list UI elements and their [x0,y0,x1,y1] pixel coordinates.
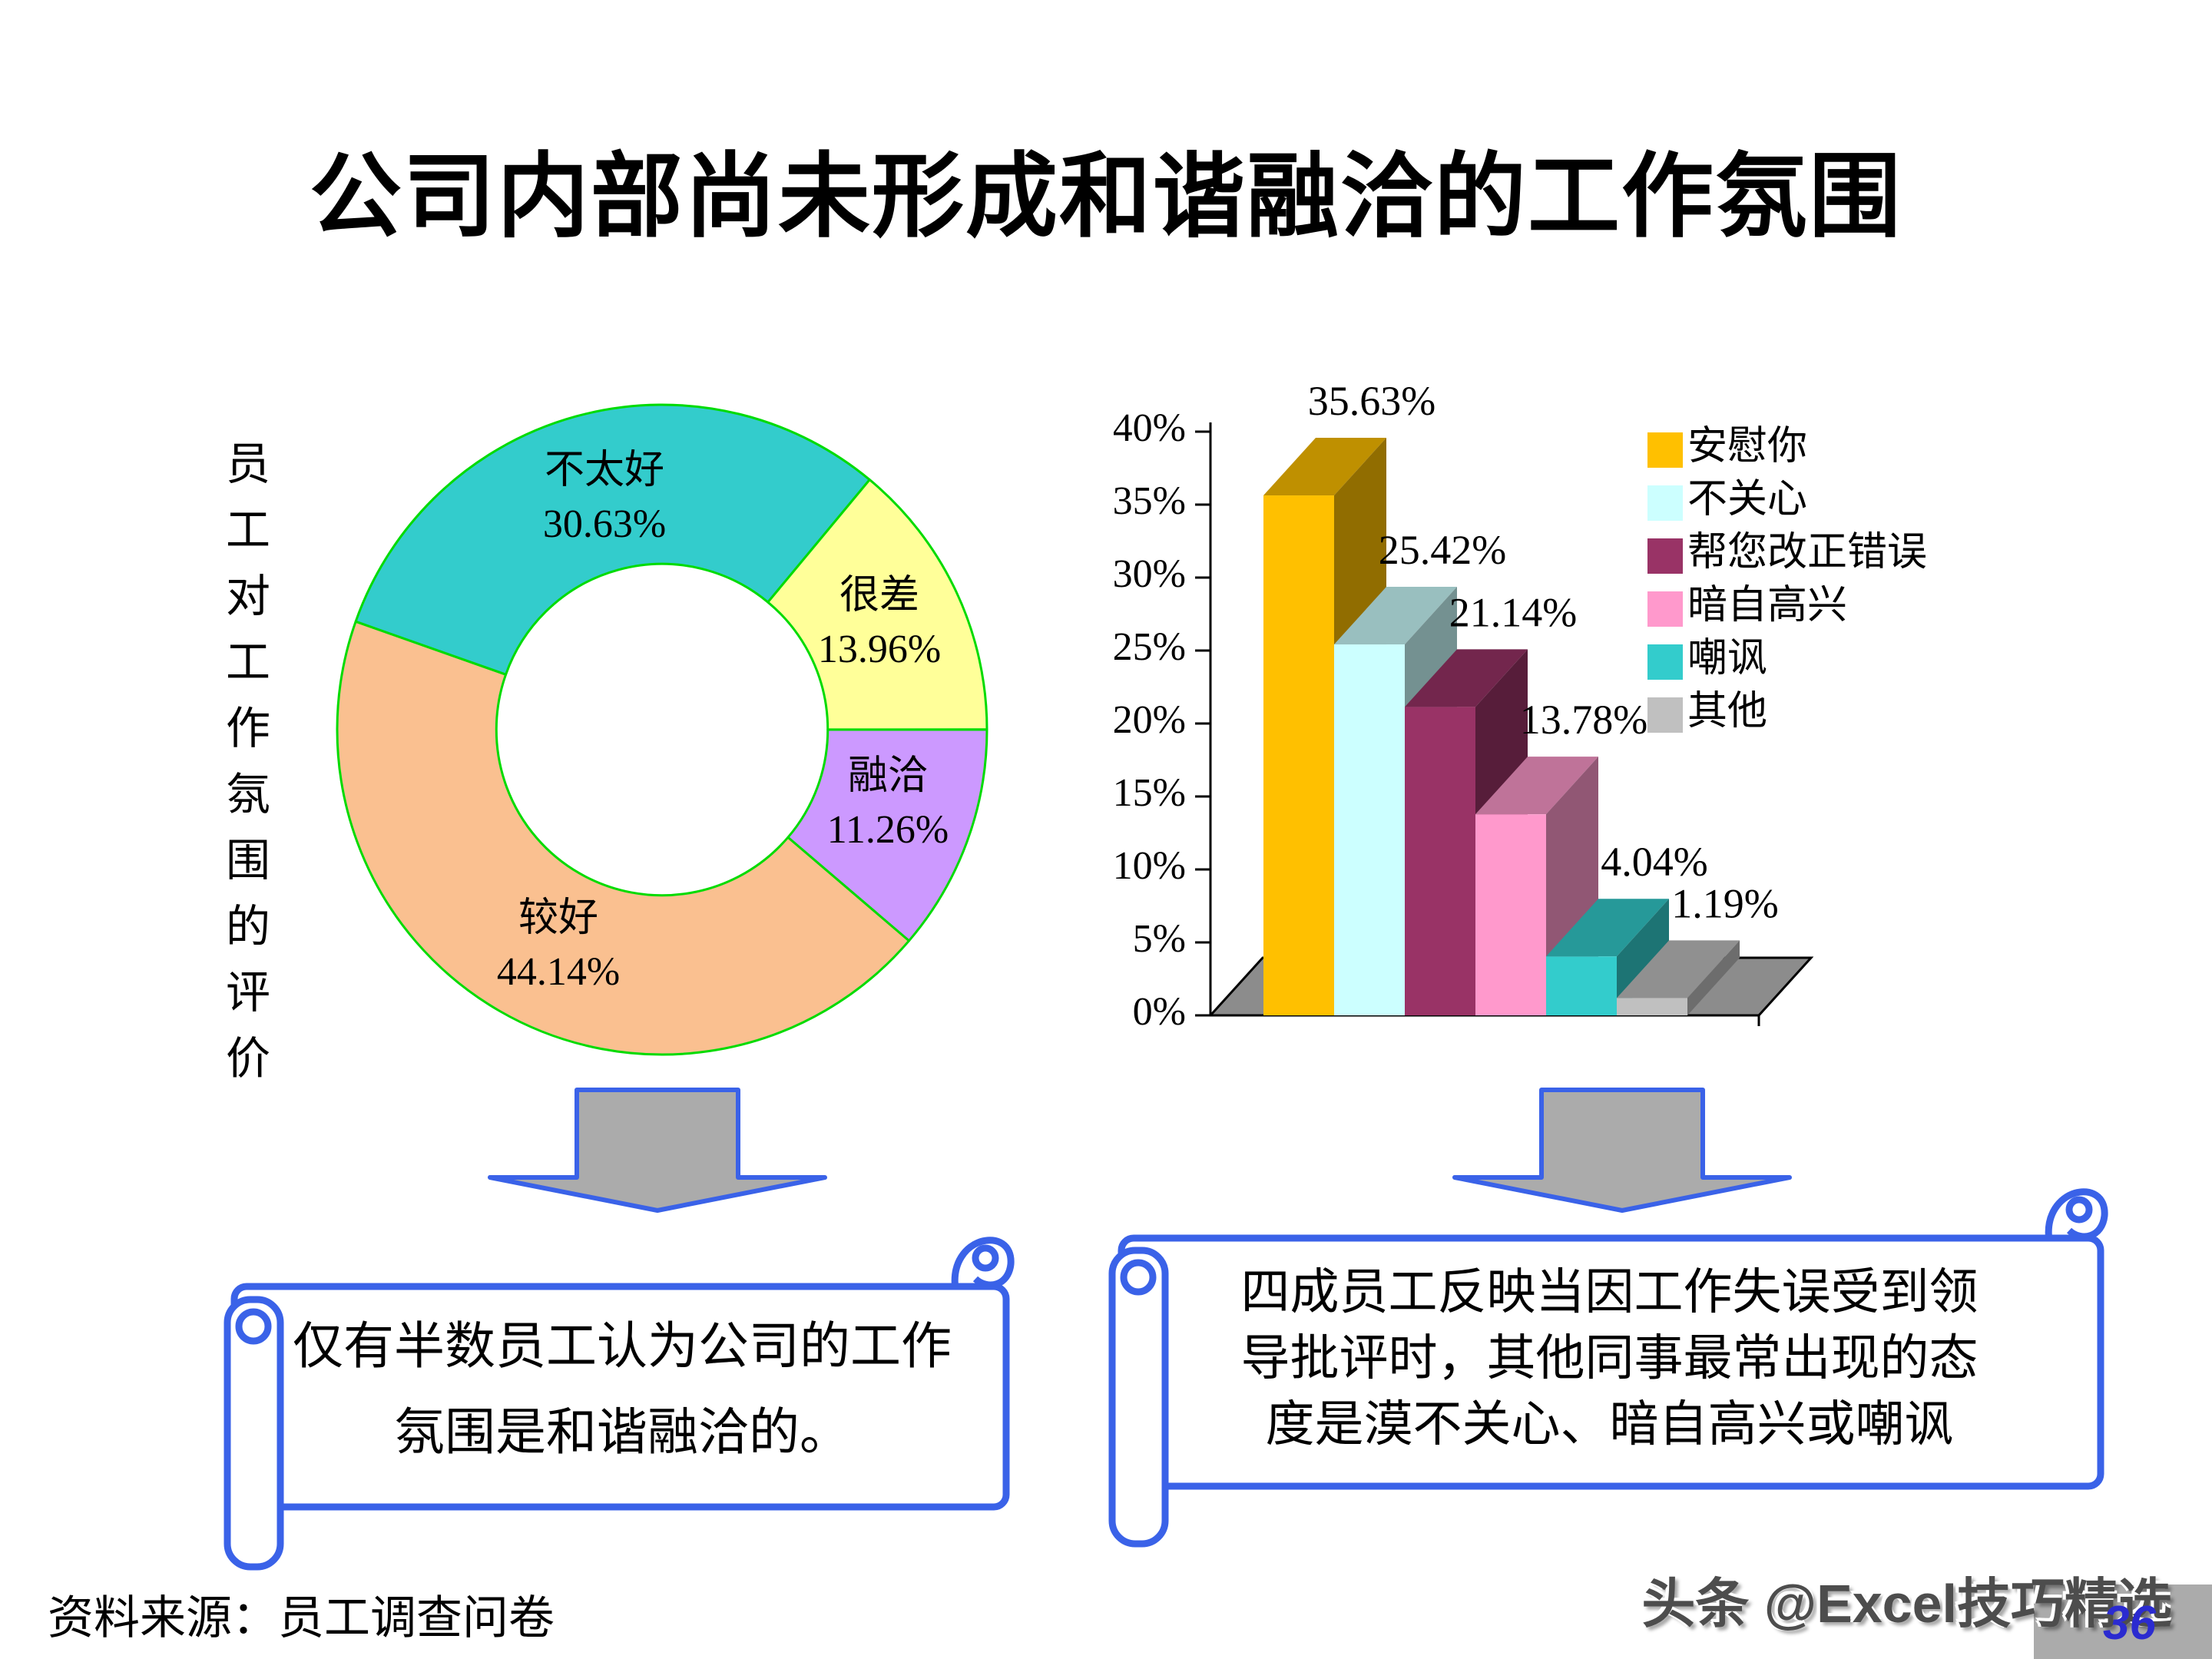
bar-top-face [1546,899,1669,957]
legend-label: 安慰你 [1687,425,1807,469]
bar-data-label: 13.78% [1520,697,1647,743]
y-axis-label: 40% [1114,406,1186,450]
conclusion-line: 度是漠不关心、暗自高兴或嘲讽 [1265,1397,1954,1452]
pie-label-value: 30.63% [542,502,667,546]
bar [1263,495,1334,1015]
bar [1405,707,1475,1015]
bar [1617,998,1687,1015]
conclusion-line: 导批评时，其他同事最常出现的态 [1240,1331,1979,1386]
pie-label-value: 13.96% [817,628,942,671]
legend-label: 暗自高兴 [1687,584,1847,628]
bar-chart: 0% 5% 10% 15% 20% 25% 30% 35% 40% 35.63% 25.42% 21.… [1114,378,1927,1034]
pie-label-value: 44.14% [496,950,621,994]
corner-block [2034,1584,2212,1659]
y-axis-label: 0% [1133,990,1186,1034]
bar-data-label: 4.04% [1601,839,1707,885]
legend-swatch [1647,697,1683,733]
conclusion-line: 仅有半数员工认为公司的工作 [293,1319,952,1375]
down-arrow-icon [1452,1088,1792,1213]
right-conclusion-text: 四成员工反映当因工作失误受到领 导批评时，其他同事最常出现的态 度是漠不关心、暗… [1151,1260,2068,1458]
y-axis-label: 25% [1114,625,1186,669]
y-axis-label: 20% [1114,698,1186,742]
bar-data-label: 1.19% [1671,880,1778,926]
left-conclusion-text: 仅有半数员工认为公司的工作 氛围是和谐融洽的。 [250,1304,995,1476]
y-axis-label: 35% [1114,479,1186,523]
vertical-caption-char: 评 [225,968,270,1018]
bar-data-label: 21.14% [1449,589,1577,635]
pie-slice-label: 不太好 30.63% [482,444,727,551]
y-axis-label: 30% [1114,552,1186,596]
bar-top-face [1263,438,1386,496]
source-note: 资料来源：员工调查问卷 [48,1592,555,1644]
pie-slice-label: 较好 44.14% [435,892,681,999]
legend-label: 不关心 [1687,478,1807,522]
conclusion-line: 氛围是和谐融洽的。 [394,1405,850,1461]
y-axis-label: 10% [1114,844,1186,888]
y-axis-label: 5% [1133,917,1186,961]
donut-chart [336,403,988,1056]
bar-data-label: 35.63% [1308,378,1435,424]
vertical-caption-char: 员 [225,439,270,489]
vertical-caption-char: 工 [225,505,270,555]
pie-slice [336,620,910,1056]
down-arrow-icon [488,1088,827,1213]
vertical-caption-char: 作 [225,704,270,753]
y-axis-label: 15% [1114,771,1186,815]
legend-swatch [1647,538,1683,574]
legend-label: 嘲讽 [1687,637,1767,680]
bar [1334,644,1405,1015]
legend-swatch [1647,591,1683,627]
bar-side-face [1687,940,1740,1015]
pie-slice [786,728,988,942]
bar [1546,956,1617,1015]
bar-top-face [1617,940,1740,998]
donut-vertical-caption: 员工对工作氛围的评价 [224,432,272,1092]
conclusion-line: 四成员工反映当因工作失误受到领 [1240,1265,1979,1320]
vertical-caption-char: 的 [225,902,270,952]
page-number: 36 [2103,1597,2156,1650]
pie-slice [354,403,871,676]
pie-label-name: 融洽 [847,754,928,798]
pie-slice [767,478,988,731]
vertical-caption-char: 对 [225,571,270,621]
vertical-caption-char: 价 [225,1034,270,1084]
pie-slice-label: 很差 13.96% [757,569,1002,677]
legend-swatch [1647,432,1683,468]
watermark: 头条 @Excel技巧精选 [1641,1574,2172,1634]
legend-swatch [1647,644,1683,680]
page-title: 公司内部尚未形成和谐融洽的工作氛围 [310,145,1902,248]
pie-slice-label: 融洽 11.26% [765,750,1011,857]
legend-label: 帮您改正错误 [1687,531,1927,575]
pie-label-value: 11.26% [826,808,949,852]
bar-top-face [1334,587,1457,645]
bar [1475,814,1546,1015]
pie-label-name: 很差 [839,574,919,618]
legend-swatch [1647,485,1683,521]
bar-top-face [1405,649,1528,707]
bar-data-label: 25.42% [1379,527,1506,573]
legend-label: 其他 [1687,690,1767,733]
vertical-caption-char: 氛 [225,770,270,820]
pie-label-name: 较好 [518,896,598,940]
vertical-caption-char: 围 [225,836,270,886]
bar-top-face [1475,757,1598,815]
pie-label-name: 不太好 [544,449,664,492]
vertical-caption-char: 工 [225,637,270,687]
